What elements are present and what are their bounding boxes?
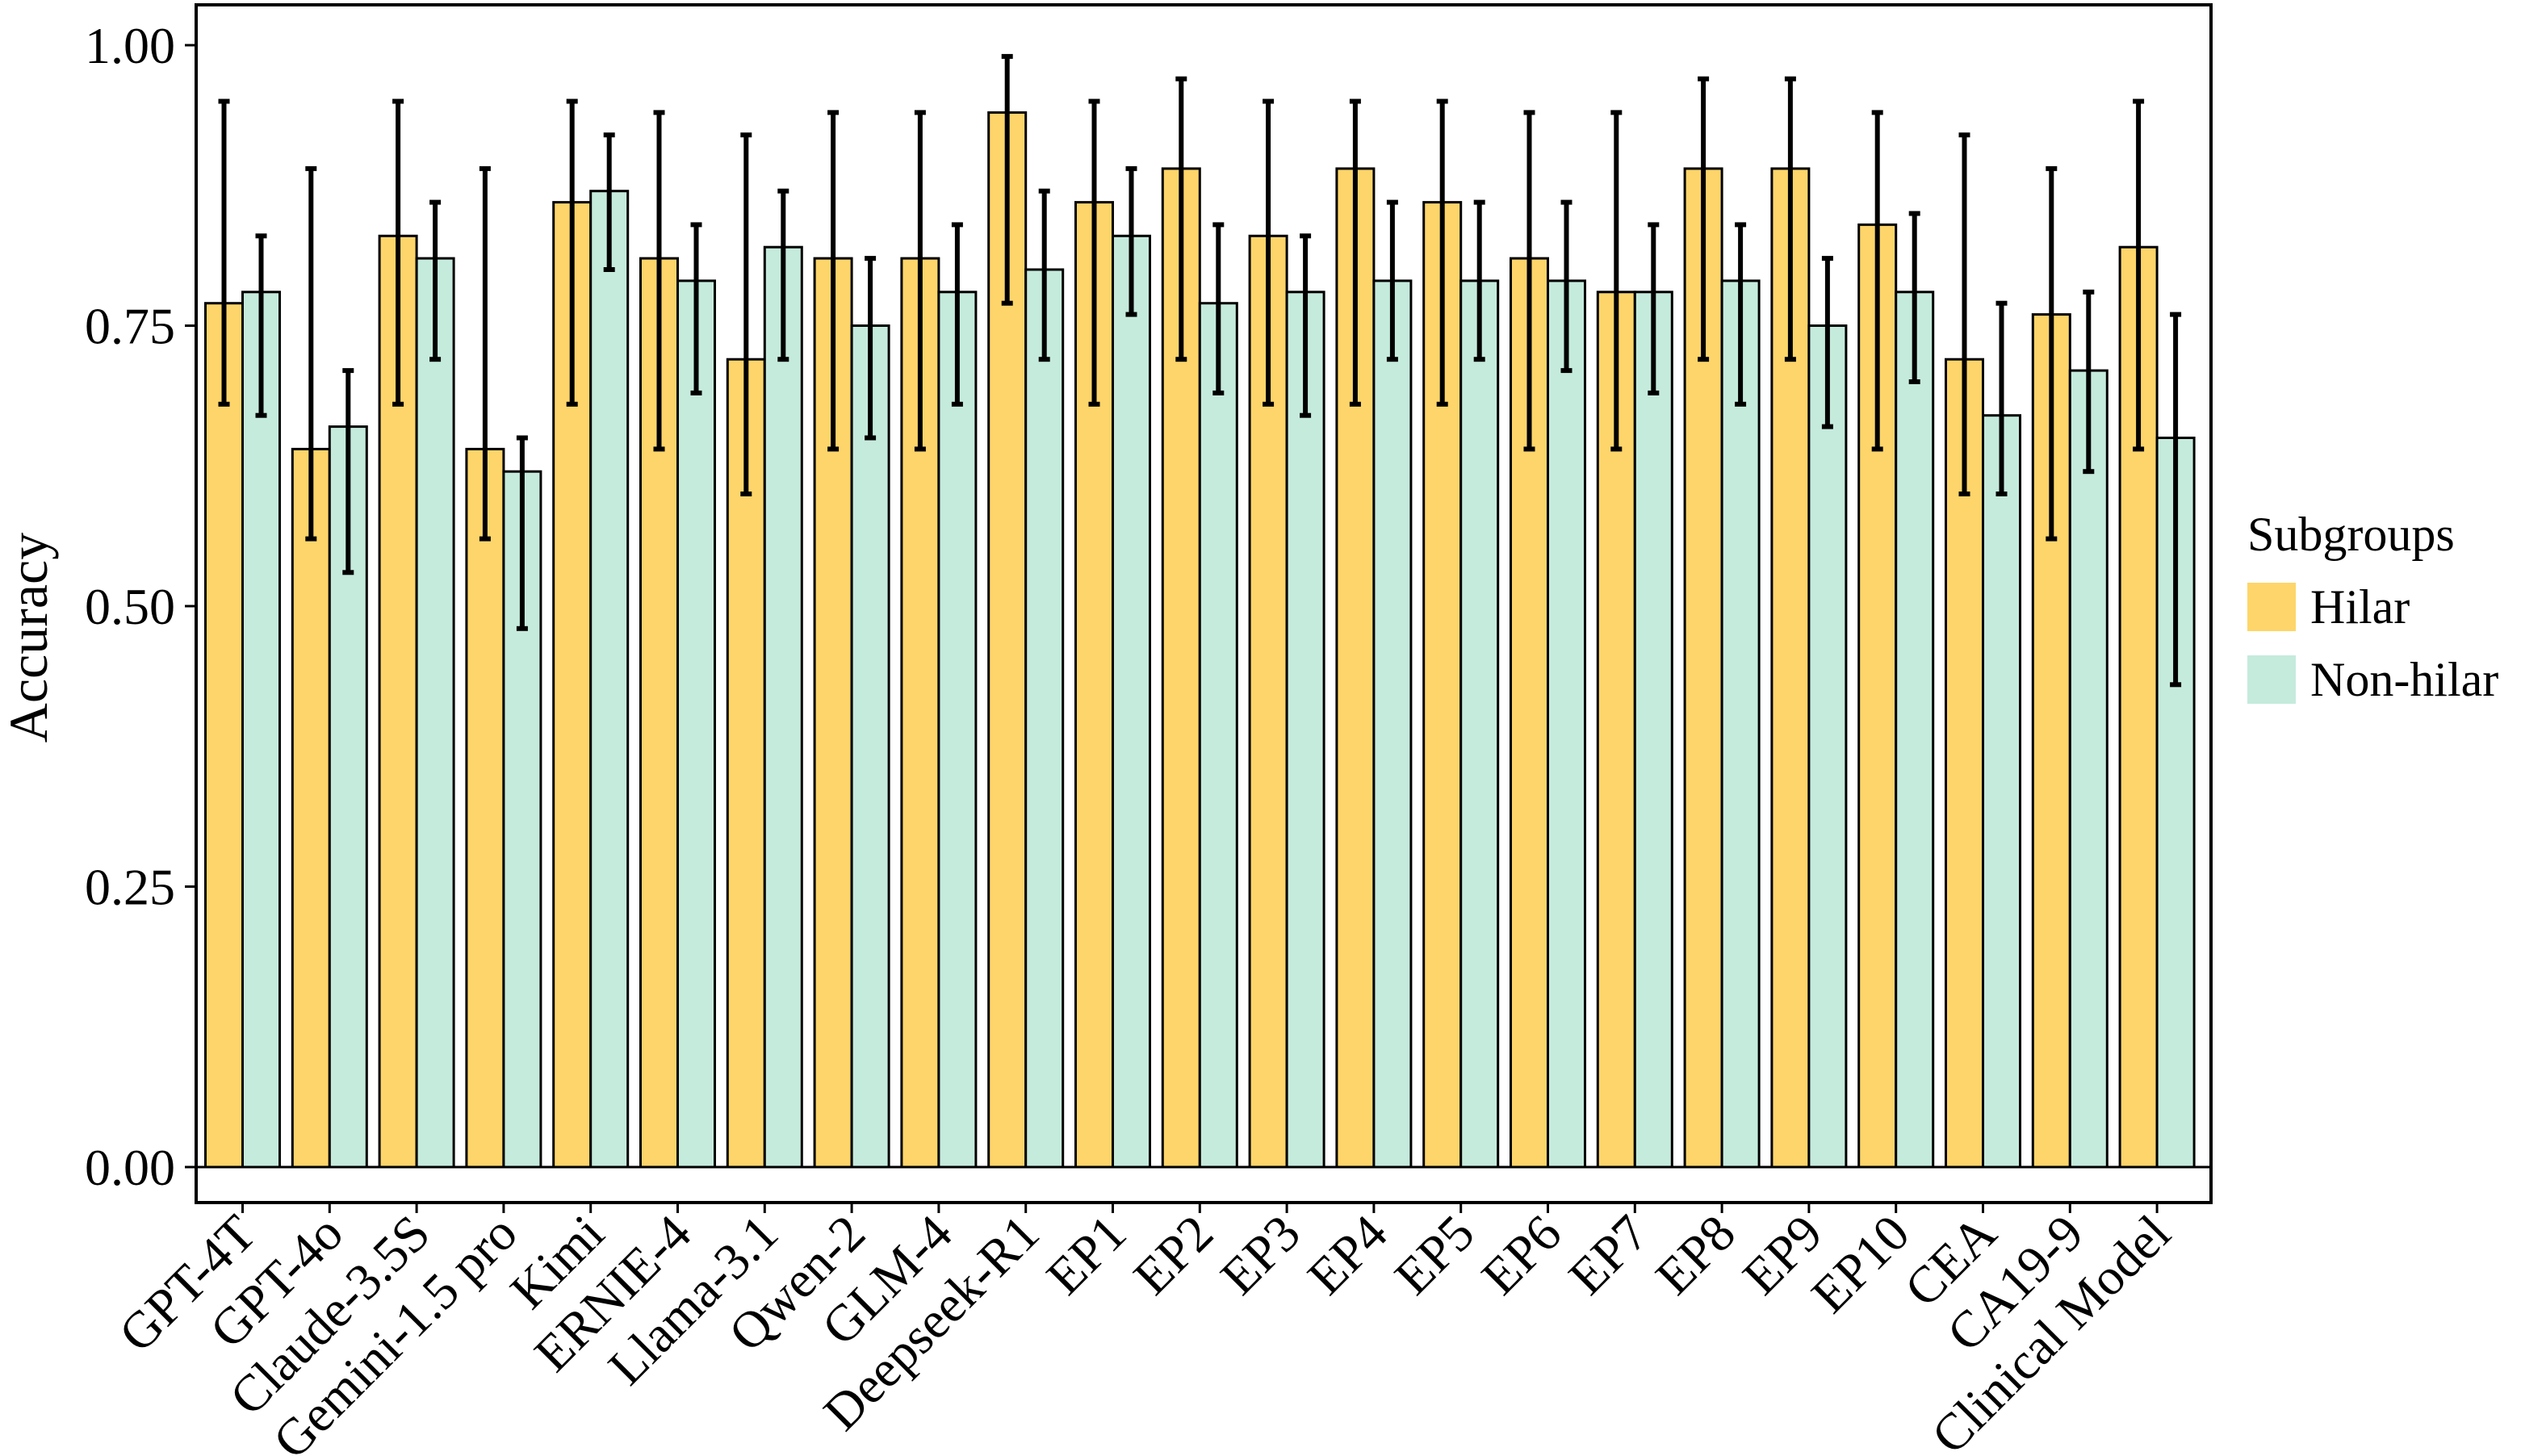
error-bar-hilar: [1088, 98, 1100, 407]
bar-non-hilar: [1112, 234, 1151, 1169]
error-bar-non-hilar: [1386, 199, 1398, 362]
error-bar-non-hilar: [1995, 300, 2008, 496]
error-bar-non-hilar: [951, 222, 963, 407]
legend-item-non-hilar: Non-hilar: [2247, 653, 2498, 706]
error-bar-non-hilar: [255, 233, 267, 418]
bar-non-hilar: [589, 190, 630, 1169]
bar-non-hilar: [1547, 279, 1586, 1169]
bar-non-hilar: [937, 291, 978, 1169]
y-tick-label: 0.25: [85, 859, 175, 916]
error-bar-non-hilar: [1300, 233, 1312, 418]
error-bar-hilar: [1436, 98, 1448, 407]
error-bar-hilar: [1263, 98, 1275, 407]
legend-items: Hilar Non-hilar: [2247, 580, 2498, 706]
error-bar-hilar: [218, 98, 230, 407]
y-axis: 0.00 0.25 0.50 0.75 1.00: [85, 17, 196, 1196]
error-bar-hilar: [827, 110, 840, 452]
bar-non-hilar: [676, 279, 716, 1169]
error-bar-non-hilar: [342, 368, 354, 575]
error-bar-non-hilar: [1735, 222, 1747, 407]
y-tick-label: 0.50: [85, 578, 175, 635]
error-bar-non-hilar: [777, 188, 789, 362]
bar-non-hilar: [1982, 414, 2021, 1169]
error-bar-non-hilar: [1038, 188, 1050, 362]
bar-non-hilar: [1285, 291, 1325, 1169]
error-bar-non-hilar: [690, 222, 702, 395]
y-tick-label: 0.00: [85, 1139, 175, 1196]
error-bar-hilar: [1610, 110, 1623, 452]
bar-non-hilar: [1633, 291, 1673, 1169]
bar-non-hilar: [2068, 369, 2109, 1169]
x-tick-label: EP1: [1036, 1204, 1137, 1306]
legend-item-hilar: Hilar: [2247, 580, 2410, 634]
bar-non-hilar: [1198, 302, 1238, 1169]
bar-hilar: [465, 447, 505, 1169]
bar-non-hilar: [850, 324, 890, 1169]
error-bar-hilar: [1871, 110, 1883, 452]
x-tick-label: EP4: [1296, 1204, 1398, 1306]
error-bar-hilar: [2133, 98, 2145, 452]
bar-non-hilar: [1024, 268, 1065, 1169]
error-bar-hilar: [479, 165, 491, 542]
bar-non-hilar: [1720, 279, 1761, 1169]
legend-swatch: [2247, 655, 2296, 704]
bar-non-hilar: [415, 257, 455, 1169]
bar-non-hilar: [1807, 324, 1848, 1169]
y-tick-label: 1.00: [85, 17, 175, 74]
error-bar-hilar: [740, 132, 752, 496]
bar-non-hilar: [1459, 279, 1500, 1169]
x-tick-label: EP8: [1644, 1204, 1746, 1306]
error-bar-hilar: [305, 165, 317, 542]
plot-panel: [195, 3, 2213, 1204]
error-bar-non-hilar: [865, 256, 877, 441]
legend-title: Subgroups: [2247, 508, 2455, 561]
legend-label: Non-hilar: [2310, 653, 2498, 706]
bar-hilar: [204, 302, 244, 1169]
error-bar-non-hilar: [1212, 222, 1225, 395]
error-bar-non-hilar: [429, 199, 442, 362]
error-bar-non-hilar: [2083, 289, 2095, 475]
y-tick-label: 0.75: [85, 298, 175, 355]
bar-non-hilar: [763, 245, 803, 1169]
x-tick-label: EP2: [1123, 1204, 1225, 1306]
error-bar-non-hilar: [2170, 312, 2182, 688]
error-bar-non-hilar: [1821, 256, 1833, 429]
error-bar-non-hilar: [603, 132, 615, 272]
x-tick-label: EP6: [1471, 1204, 1572, 1306]
legend-label: Hilar: [2310, 580, 2410, 634]
error-bar-non-hilar: [1125, 165, 1137, 317]
x-tick-label: EP7: [1558, 1204, 1660, 1306]
error-bar-hilar: [392, 98, 404, 407]
y-axis-title: Accuracy: [0, 533, 59, 743]
error-bar-hilar: [914, 110, 926, 452]
error-bar-hilar: [1523, 110, 1535, 452]
error-bar-hilar: [2046, 165, 2058, 542]
error-bar-hilar: [1784, 76, 1796, 362]
bar-non-hilar: [1895, 291, 1935, 1169]
legend-swatch: [2247, 583, 2296, 631]
error-bar-non-hilar: [516, 435, 528, 631]
bar-hilar: [291, 447, 331, 1169]
x-tick-label: EP3: [1209, 1204, 1311, 1306]
error-bar-non-hilar: [1648, 222, 1660, 395]
x-tick-label: EP10: [1800, 1204, 1920, 1324]
error-bar-hilar: [1958, 132, 1970, 496]
error-bar-non-hilar: [1908, 211, 1920, 384]
error-bar-hilar: [1175, 76, 1187, 362]
error-bar-non-hilar: [1560, 199, 1572, 374]
error-bar-group: [218, 53, 2182, 688]
bar-hilar: [900, 257, 940, 1169]
error-bar-non-hilar: [1473, 199, 1485, 362]
bar-non-hilar: [241, 291, 281, 1169]
error-bar-hilar: [1001, 53, 1013, 306]
bar-non-hilar: [1372, 279, 1413, 1169]
error-bar-hilar: [1698, 76, 1710, 362]
error-bar-hilar: [566, 98, 578, 407]
x-tick-label: EP5: [1384, 1204, 1485, 1306]
error-bar-hilar: [1349, 98, 1361, 407]
legend: Subgroups Hilar Non-hilar: [2247, 508, 2498, 706]
error-bar-hilar: [653, 110, 665, 452]
